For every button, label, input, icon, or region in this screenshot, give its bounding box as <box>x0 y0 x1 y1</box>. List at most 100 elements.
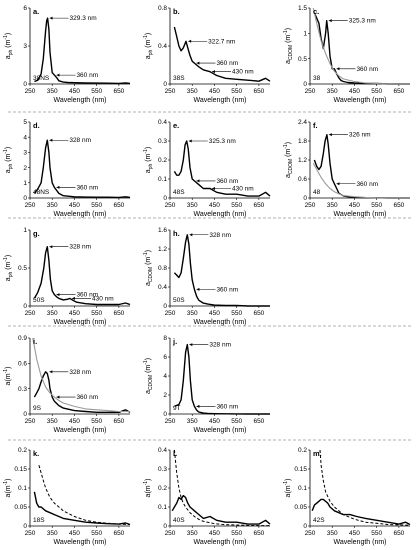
annotation-arrowhead <box>328 133 332 137</box>
annotation-label: 360 nm <box>76 394 98 401</box>
panel-label: c. <box>313 7 319 16</box>
annotation-label: 430 nm <box>92 295 114 302</box>
sample-label: 48NS <box>33 189 50 196</box>
y-tick-label: 0.8 <box>158 265 167 272</box>
panel-g: 0 0.5 1 250 350 450 550 650 Wavelength (nm) aph (… <box>3 227 131 326</box>
series-line-solid <box>173 26 271 82</box>
x-axis-label: Wavelength (nm) <box>193 97 246 104</box>
y-axis-label: a(m-1) <box>3 367 12 386</box>
y-tick-label: 2 <box>163 392 167 399</box>
panel-e: 0 0.1 0.2 0.3 0.4 250 350 450 550 650 Wavelength (… <box>143 119 271 218</box>
annotation-label: 430 nm <box>232 186 254 193</box>
x-tick-label: 450 <box>349 88 360 95</box>
annotation-arrowhead <box>49 370 53 374</box>
x-tick-label: 350 <box>187 88 198 95</box>
x-tick-label: 450 <box>209 202 220 209</box>
panel-label: j. <box>172 337 177 346</box>
panel-m: 0 0.05 0.1 0.15 0.2 250 350 450 550 650 Wavelength… <box>283 447 411 546</box>
annotation-label: 360 nm <box>216 286 238 293</box>
y-axis-label: aph (m-1) <box>3 255 14 281</box>
y-tick-label: 0 <box>163 523 167 530</box>
y-tick-label: 0.5 <box>18 265 27 272</box>
y-axis-label: aph (m-1) <box>3 33 14 59</box>
y-tick-label: 0 <box>303 81 307 88</box>
x-tick-label: 550 <box>91 418 102 425</box>
x-tick-label: 650 <box>253 310 264 317</box>
sample-label: 48 <box>313 189 321 196</box>
y-axis-label: aCDOM (m-1) <box>283 28 294 64</box>
annotation-label: 360 nm <box>76 72 98 79</box>
annotation-arrowhead <box>49 16 53 20</box>
y-tick-label: 0.3 <box>18 386 27 393</box>
x-tick-label: 350 <box>327 88 338 95</box>
y-tick-label: 0.9 <box>18 335 27 342</box>
series-line-gray <box>32 337 130 413</box>
x-tick-label: 250 <box>165 418 176 425</box>
y-tick-label: 1.8 <box>298 138 307 145</box>
annotation-label: 328 nm <box>69 369 91 376</box>
x-tick-label: 550 <box>231 88 242 95</box>
x-axis-label: Wavelength (nm) <box>333 97 386 104</box>
x-tick-label: 450 <box>209 88 220 95</box>
x-axis-label: Wavelength (nm) <box>193 427 246 434</box>
x-tick-label: 250 <box>25 418 36 425</box>
x-tick-label: 650 <box>393 202 404 209</box>
x-axis-label: Wavelength (nm) <box>193 211 246 218</box>
panel-label: e. <box>173 121 179 130</box>
x-tick-label: 350 <box>47 88 58 95</box>
x-tick-label: 550 <box>371 530 382 537</box>
sample-label: 50S <box>173 297 185 304</box>
panel-a: 0 3 6 250 350 450 550 650 Wavelength (nm) aph (m-… <box>3 5 131 104</box>
y-tick-label: 0.2 <box>298 447 307 454</box>
annotation-arrowhead <box>212 70 215 74</box>
x-axis-label: Wavelength (nm) <box>193 539 246 546</box>
annotation-arrowhead <box>56 185 60 189</box>
annotation-label: 328 nm <box>69 137 91 144</box>
x-tick-label: 650 <box>113 530 124 537</box>
panel-c: 0 0.5 1 1.5 250 350 450 550 650 Wavelength (nm) aC… <box>283 5 410 104</box>
annotation-label: 328 nm <box>69 244 91 251</box>
annotation-arrowhead <box>336 182 340 186</box>
y-tick-label: 0.15 <box>14 466 27 473</box>
x-tick-label: 450 <box>69 530 80 537</box>
y-tick-label: 0.4 <box>158 447 167 454</box>
annotation-label: 360 nm <box>76 292 98 299</box>
x-tick-label: 250 <box>305 530 316 537</box>
x-tick-label: 550 <box>91 530 102 537</box>
y-tick-label: 0 <box>23 81 27 88</box>
annotation-arrowhead <box>328 19 332 23</box>
x-tick-label: 350 <box>187 202 198 209</box>
panel-k: 0 0.05 0.1 0.15 0.2 250 350 450 550 650 Wavelength… <box>3 447 131 546</box>
y-axis-label: aCDOM (m-1) <box>143 358 154 394</box>
x-tick-label: 650 <box>393 530 404 537</box>
y-tick-label: 6 <box>163 354 167 361</box>
panel-label: h. <box>173 229 180 238</box>
x-tick-label: 650 <box>113 202 124 209</box>
y-tick-label: 0.2 <box>158 157 167 164</box>
series-line-solid <box>174 343 270 415</box>
panel-label: g. <box>33 229 40 238</box>
x-axis-label: Wavelength (nm) <box>53 427 106 434</box>
panel-label: i. <box>33 337 37 346</box>
y-tick-label: 0 <box>163 81 167 88</box>
x-tick-label: 550 <box>231 530 242 537</box>
panel-h: 0 0.4 0.8 1.2 1.6 250 350 450 550 650 Wavelength (… <box>143 227 270 326</box>
y-tick-label: 0.05 <box>294 504 307 511</box>
x-tick-label: 250 <box>25 88 36 95</box>
series-line-dashed <box>173 449 270 527</box>
x-tick-label: 250 <box>25 310 36 317</box>
annotation-arrowhead <box>189 233 193 237</box>
x-tick-label: 450 <box>69 202 80 209</box>
series-line-solid <box>33 139 131 199</box>
y-tick-label: 1 <box>23 227 27 234</box>
annotation-label: 360 nm <box>76 184 98 191</box>
y-tick-label: 0.1 <box>298 485 307 492</box>
annotation-label: 326 nm <box>349 132 371 139</box>
sample-label: 18S <box>33 517 45 524</box>
x-tick-label: 450 <box>209 418 220 425</box>
annotation-label: 430 nm <box>232 69 254 76</box>
x-tick-label: 350 <box>327 202 338 209</box>
y-tick-label: 0 <box>163 303 167 310</box>
y-tick-label: 2 <box>23 165 27 172</box>
sample-label: 38S <box>173 75 185 82</box>
